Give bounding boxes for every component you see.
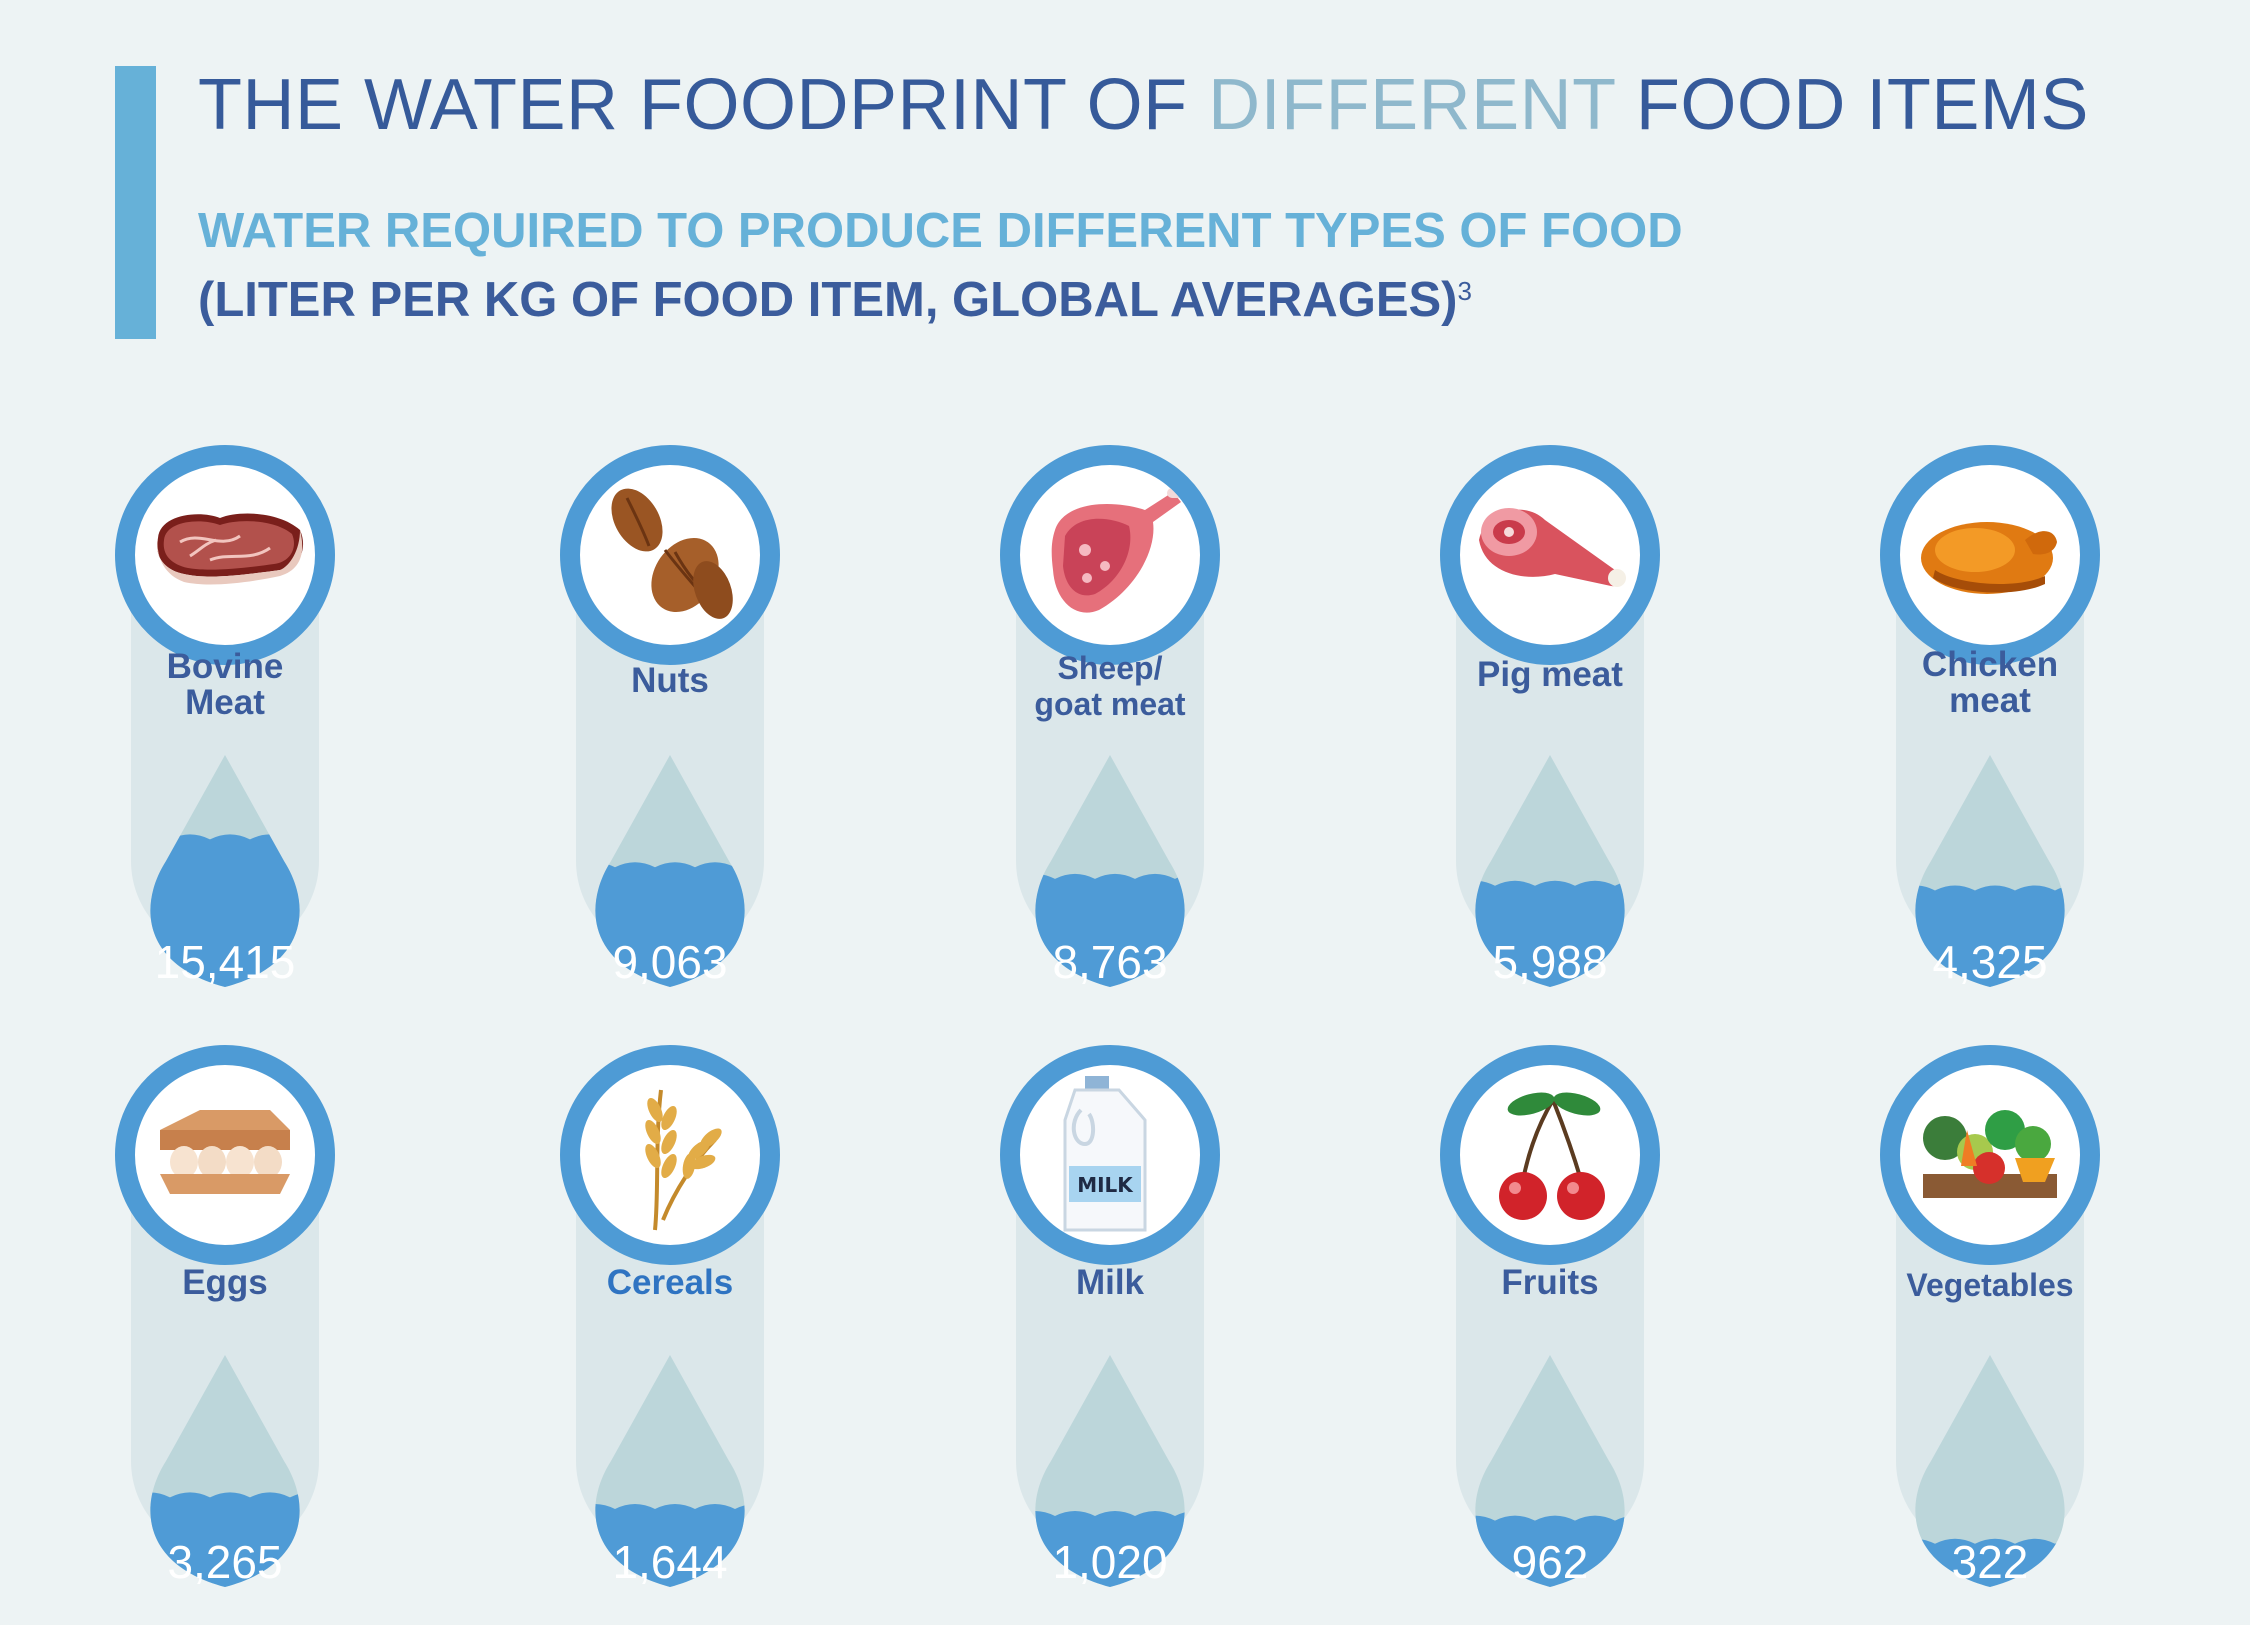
water-drop-gauge xyxy=(1475,1355,1625,1587)
food-label: Cereals xyxy=(606,1263,734,1302)
food-label: Chicken meat xyxy=(1921,645,2059,720)
water-drop-gauge xyxy=(595,755,745,987)
water-value: 3,265 xyxy=(167,1536,283,1588)
accent-bar xyxy=(115,66,156,339)
food-card-vegetables: Vegetables 322 xyxy=(1880,1045,2100,1625)
food-card-nuts: Nuts 9,063 xyxy=(560,445,780,1025)
water-value: 5,988 xyxy=(1492,936,1608,988)
water-drop-gauge xyxy=(1035,1355,1185,1587)
lamb-leg-icon xyxy=(1000,445,1220,665)
water-drop-gauge xyxy=(1475,755,1625,987)
water-drop-gauge xyxy=(1035,755,1185,987)
food-label: Nuts xyxy=(631,661,709,700)
page-title: THE WATER FOODPRINT OF DIFFERENT FOOD IT… xyxy=(198,64,2089,146)
water-value: 1,020 xyxy=(1052,1536,1168,1588)
water-level xyxy=(150,1492,300,1587)
food-card-pig-meat: Pig meat 5,988 xyxy=(1440,445,1660,1025)
water-value: 322 xyxy=(1951,1536,2029,1588)
ham-icon xyxy=(1440,445,1660,665)
food-label: Pig meat xyxy=(1477,655,1623,694)
water-level xyxy=(1915,885,2065,987)
water-value: 4,325 xyxy=(1932,936,2048,988)
water-drop-gauge xyxy=(1915,755,2065,987)
cherries-icon xyxy=(1440,1045,1660,1265)
water-level xyxy=(150,834,300,987)
food-card-cereals: Cereals 1,644 xyxy=(560,1045,780,1625)
title-part-1: THE WATER FOODPRINT OF xyxy=(198,65,1209,145)
water-level xyxy=(1475,880,1625,987)
water-drop-gauge xyxy=(1915,1355,2065,1587)
water-drop-gauge xyxy=(150,1355,300,1587)
milk-jug-icon: MILK xyxy=(1000,1045,1220,1265)
water-level xyxy=(1035,873,1185,987)
footnote-marker: 3 xyxy=(1457,276,1472,306)
food-card-bovine-meat: Bovine Meat 15,415 xyxy=(115,445,335,1025)
food-card-fruits: Fruits 962 xyxy=(1440,1045,1660,1625)
water-value: 8,763 xyxy=(1052,936,1168,988)
title-highlight: DIFFERENT xyxy=(1208,65,1616,145)
water-drop-gauge xyxy=(150,755,300,987)
units-caption: (LITER PER KG OF FOOD ITEM, GLOBAL AVERA… xyxy=(198,272,1472,328)
food-label: Sheep/goat meat xyxy=(1034,650,1186,722)
vegetable-crate-icon xyxy=(1880,1045,2100,1265)
drop-body xyxy=(1915,1355,2065,1587)
food-label: Bovine Meat xyxy=(166,647,284,722)
water-value: 15,415 xyxy=(154,936,296,988)
water-level xyxy=(595,862,745,987)
milk-jug-label: MILK xyxy=(1077,1173,1134,1197)
food-label: Milk xyxy=(1075,1263,1145,1302)
food-label: Vegetables xyxy=(1906,1267,2074,1303)
food-card-eggs: Eggs 3,265 xyxy=(115,1045,335,1625)
steak-icon xyxy=(115,445,335,665)
water-value: 962 xyxy=(1511,1536,1589,1588)
wheat-icon xyxy=(560,1045,780,1265)
title-part-2: FOOD ITEMS xyxy=(1615,65,2089,145)
almonds-icon xyxy=(560,445,780,665)
units-text: (LITER PER KG OF FOOD ITEM, GLOBAL AVERA… xyxy=(198,273,1458,327)
food-card-sheep-goat-meat: Sheep/goat meat 8,763 xyxy=(1000,445,1220,1025)
water-drop-gauge xyxy=(595,1355,745,1587)
food-label: Eggs xyxy=(182,1263,268,1302)
food-card-chicken-meat: Chicken meat 4,325 xyxy=(1880,445,2100,1025)
roast-chicken-icon xyxy=(1880,445,2100,665)
water-value: 1,644 xyxy=(612,1536,728,1588)
subtitle: WATER REQUIRED TO PRODUCE DIFFERENT TYPE… xyxy=(198,204,1683,258)
water-value: 9,063 xyxy=(612,936,728,988)
food-label: Fruits xyxy=(1501,1263,1599,1302)
food-card-milk: MILK Milk 1,020 xyxy=(1000,1045,1220,1625)
egg-carton-icon xyxy=(115,1045,335,1265)
